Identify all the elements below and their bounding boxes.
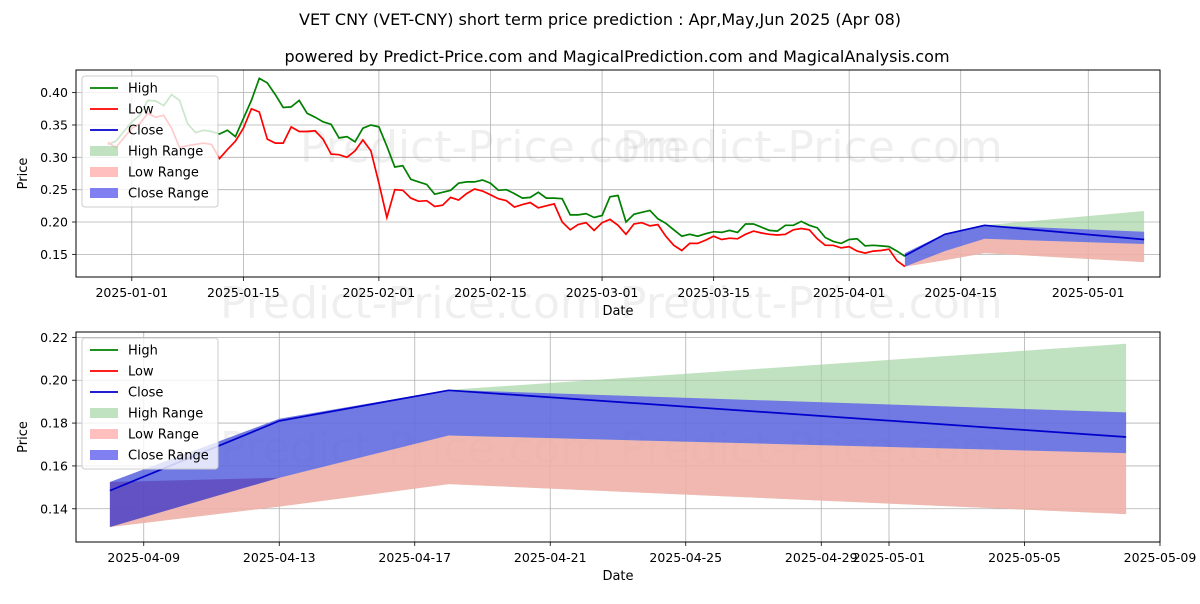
top-ylabel: Price — [16, 158, 31, 190]
bottom-ylabel: Price — [16, 421, 31, 453]
top-low-range-band — [904, 238, 1145, 267]
bottom-legend-label: Low — [128, 365, 154, 380]
top-legend-swatch — [90, 167, 118, 177]
top-close-range-band — [904, 225, 1145, 267]
top-y-tick-label: 0.30 — [40, 150, 68, 165]
top-legend-label: Close — [128, 124, 163, 139]
bottom-x-tick-label: 2025-04-13 — [243, 550, 316, 565]
bottom-y-tick-label: 0.18 — [40, 416, 68, 431]
top-x-tick-label: 2025-03-01 — [566, 285, 639, 300]
top-y-tick-label: 0.15 — [40, 247, 68, 262]
bottom-y-tick-label: 0.20 — [40, 373, 68, 388]
bottom-x-tick-label: 2025-04-09 — [107, 550, 180, 565]
bottom-xlabel: Date — [602, 569, 633, 584]
top-frame — [75, 69, 1161, 278]
top-x-tick-label: 2025-01-01 — [95, 285, 168, 300]
chart-subtitle: powered by Predict-Price.com and Magical… — [284, 47, 949, 66]
watermark-top-3: Predict-Price.com — [220, 278, 603, 329]
bottom-close-range-band — [109, 389, 1127, 527]
bottom-x-tick-label: 2025-05-01 — [853, 550, 926, 565]
bottom-x-tick-label: 2025-05-09 — [1124, 550, 1197, 565]
top-x-tick-label: 2025-04-01 — [813, 285, 886, 300]
top-legend-swatch — [90, 188, 118, 198]
top-y-tick-label: 0.35 — [40, 117, 68, 132]
top-legend: High Low Close High Range Low Range Close Ran… — [81, 75, 219, 208]
bottom-legend-label: Low Range — [128, 428, 199, 443]
top-legend-label: Low — [128, 103, 154, 118]
watermark-top-2: Predict-Price.com — [620, 122, 1003, 173]
bottom-overlap-band — [109, 477, 280, 527]
bottom-y-tick-label: 0.14 — [40, 501, 68, 516]
top-low-line — [107, 107, 906, 268]
top-x-tick-label: 2025-05-01 — [1052, 285, 1125, 300]
bottom-x-tick-label: 2025-04-29 — [785, 550, 858, 565]
top-x-tick-label: 2025-02-15 — [454, 285, 527, 300]
bottom-legend-swatch — [90, 408, 118, 418]
top-y-tick-label: 0.40 — [40, 85, 68, 100]
top-y-tick-label: 0.20 — [40, 215, 68, 230]
bottom-panel: Predict-Price.com Predict-Price.com 2025… — [16, 330, 1196, 584]
watermark-top-4: Predict-Price.com — [620, 278, 1003, 329]
top-y-tick-label: 0.25 — [40, 182, 68, 197]
watermark-top: Predict-Price.com — [300, 122, 683, 173]
bottom-legend-label: Close — [128, 386, 163, 401]
bottom-x-tick-label: 2025-04-17 — [378, 550, 451, 565]
top-close-line — [904, 224, 1145, 257]
top-x-tick-label: 2025-03-15 — [677, 285, 750, 300]
bottom-legend-swatch — [90, 429, 118, 439]
bottom-legend-label: High Range — [128, 407, 203, 422]
chart-title: VET CNY (VET-CNY) short term price predi… — [299, 10, 901, 29]
top-x-tick-label: 2025-01-15 — [207, 285, 280, 300]
bottom-y-tick-label: 0.22 — [40, 330, 68, 345]
top-legend-label: High — [128, 82, 158, 97]
bottom-legend-swatch — [90, 450, 118, 460]
bottom-x-tick-label: 2025-04-21 — [514, 550, 587, 565]
bottom-legend: High Low Close High Range Low Range Close Ran… — [81, 337, 219, 470]
top-xlabel: Date — [602, 304, 633, 319]
top-high-line — [107, 77, 906, 258]
bottom-legend-label: Close Range — [128, 449, 209, 464]
top-legend-label: High Range — [128, 145, 203, 160]
bottom-frame — [75, 331, 1161, 543]
bottom-legend-label: High — [128, 344, 158, 359]
bottom-x-tick-label: 2025-04-25 — [649, 550, 722, 565]
bottom-x-tick-label: 2025-05-05 — [988, 550, 1061, 565]
bottom-y-tick-label: 0.16 — [40, 458, 68, 473]
top-panel: Predict-Price.com Predict-Price.com Pred… — [16, 69, 1161, 329]
top-legend-label: Close Range — [128, 187, 209, 202]
top-x-tick-label: 2025-02-01 — [343, 285, 416, 300]
top-x-tick-label: 2025-04-15 — [924, 285, 997, 300]
bottom-low-range-band — [109, 435, 1127, 527]
top-legend-swatch — [90, 146, 118, 156]
top-legend-label: Low Range — [128, 166, 199, 181]
